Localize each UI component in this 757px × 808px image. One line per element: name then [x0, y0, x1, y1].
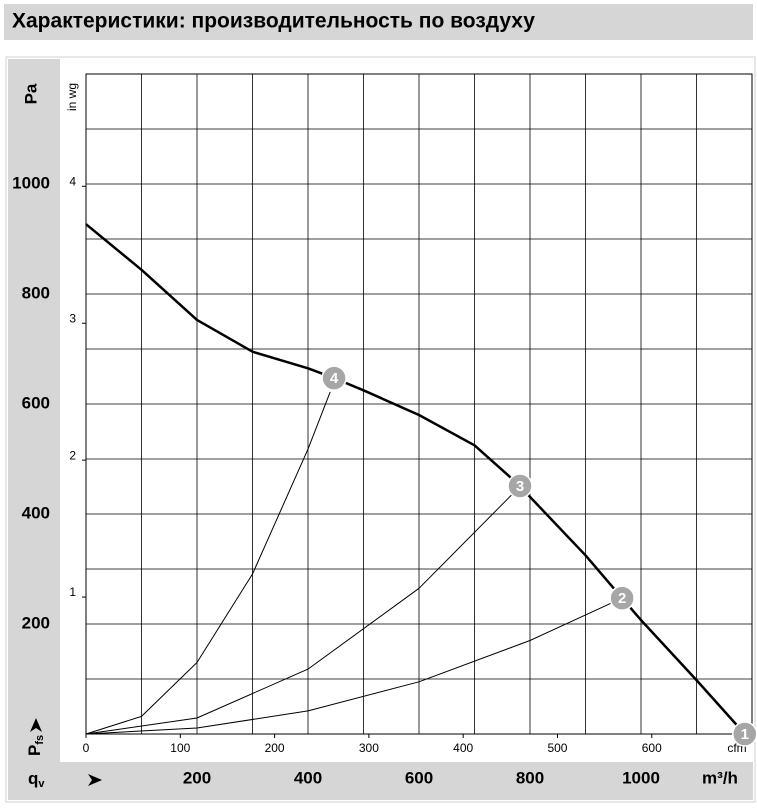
x-symbol: qv: [28, 769, 45, 789]
bottom-panel: [8, 762, 753, 800]
x2-tick-label: 500: [547, 741, 567, 755]
y-label: Pa: [21, 83, 40, 104]
curve: [85, 391, 331, 735]
x-tick-label: 1000: [622, 768, 660, 787]
x-symbol-main: q: [28, 769, 38, 788]
x-tick-label: 800: [516, 768, 544, 787]
y-tick-label: 200: [22, 613, 50, 632]
title-bar: [4, 4, 753, 40]
y-symbol-main: P: [25, 745, 44, 756]
curve: [85, 600, 617, 735]
y2-tick-label: 3: [69, 311, 76, 325]
curve: [85, 490, 517, 735]
operating-point: [507, 473, 533, 499]
x-symbol-sub: v: [38, 778, 45, 790]
y-tick-label: 600: [22, 393, 50, 412]
y-arrow: [30, 718, 42, 732]
y2-tick-label: 1: [69, 585, 76, 599]
y-symbol: Pfs: [25, 735, 45, 756]
x2-tick-label: 400: [453, 741, 473, 755]
x2-tick-label: 100: [170, 741, 190, 755]
left-panel: [8, 59, 60, 800]
point-label: 2: [618, 590, 626, 607]
point-label: 3: [516, 478, 524, 495]
y-tick-label: 400: [22, 503, 50, 522]
x2-tick-label: 200: [265, 741, 285, 755]
y-tick-label: 1000: [12, 173, 50, 192]
x-arrow: [88, 774, 102, 786]
title: Характеристики: производительность по во…: [12, 10, 535, 33]
x2-tick-label: 600: [642, 741, 662, 755]
operating-point: [321, 365, 347, 391]
x2-tick-label: 0: [83, 741, 90, 755]
x2-tick-label: 300: [359, 741, 379, 755]
y-symbol-sub: fs: [34, 735, 46, 745]
x-label: m³/h: [702, 768, 738, 787]
x-tick-label: 200: [183, 768, 211, 787]
y-tick-label: 800: [22, 283, 50, 302]
curve: [85, 223, 746, 735]
y2-tick-label: 4: [69, 174, 76, 188]
x-tick-label: 600: [405, 768, 433, 787]
y2-label: in wg: [65, 83, 79, 111]
operating-point: [609, 585, 635, 611]
y2-tick-label: 2: [69, 448, 76, 462]
point-label: 4: [330, 370, 339, 387]
x-tick-label: 400: [294, 768, 322, 787]
point-label: 1: [741, 726, 749, 743]
